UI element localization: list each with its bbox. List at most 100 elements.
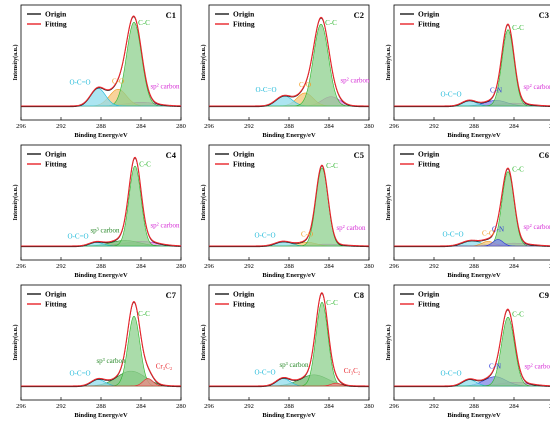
legend-label-fitting: Fitting: [233, 160, 255, 169]
component-label-sp2-carbon: sp² carbon: [150, 221, 180, 229]
component-label-cr3c2: Cr₃C₂: [344, 367, 361, 375]
y-axis-label: Intensity(a.u.): [12, 184, 19, 220]
x-tick-label: 288: [96, 403, 106, 410]
x-tick-label: 284: [324, 403, 335, 410]
x-tick-label: 284: [509, 263, 520, 270]
x-tick-label: 280: [176, 403, 186, 410]
fitting-curve: [394, 308, 550, 387]
legend-label-fitting: Fitting: [233, 300, 255, 309]
component-label-c-n: C-N: [489, 363, 501, 371]
legend-label-fitting: Fitting: [233, 20, 255, 29]
component-label-c-o: C-O: [112, 77, 124, 85]
panel-id-label: C6: [539, 150, 549, 160]
legend-label-origin: Origin: [418, 150, 440, 159]
panel-c2: 296 292 288 284 280 Binding Energy/eV Intensit…: [200, 4, 374, 139]
x-tick-label: 288: [284, 403, 294, 410]
y-axis-label: Intensity(a.u.): [12, 44, 19, 80]
x-tick-label: 292: [244, 263, 254, 270]
component-label-c-o: C-O: [301, 230, 313, 238]
plot-frame: [20, 144, 182, 261]
x-tick-label: 292: [56, 403, 66, 410]
panel-c1: 296 292 288 284 280 Binding Energy/eV Intensit…: [12, 4, 186, 139]
x-tick-label: 292: [244, 123, 254, 130]
x-axis-label: Binding Energy/eV: [447, 132, 501, 139]
x-tick-label: 280: [176, 123, 186, 130]
x-tick-label: 296: [389, 403, 400, 410]
x-tick-label: 292: [56, 263, 66, 270]
x-tick-label: 292: [429, 403, 439, 410]
x-axis-label: Binding Energy/eV: [447, 272, 501, 279]
legend-label-origin: Origin: [45, 150, 67, 159]
fitting-curve: [21, 156, 182, 247]
component-label-sp3-carbon: sp³ carbon: [96, 357, 126, 365]
y-axis-label: Intensity(a.u.): [200, 184, 207, 220]
panel-c8: 296 292 288 284 280 Binding Energy/eV Intensit…: [200, 284, 374, 419]
component-label-sp2-carbon: sp² carbon: [524, 362, 550, 370]
x-tick-label: 288: [96, 123, 106, 130]
origin-curve: [209, 165, 370, 248]
x-tick-label: 280: [364, 403, 374, 410]
component-label-sp2-carbon: sp² carbon: [340, 77, 370, 85]
origin-curve: [394, 309, 550, 388]
x-tick-label: 280: [176, 263, 186, 270]
panel-id-label: C3: [539, 10, 549, 20]
fitting-curve: [394, 23, 550, 107]
component-label-sp2-carbon: sp² carbon: [523, 83, 550, 91]
x-tick-label: 284: [324, 263, 335, 270]
component-label-c-n: C-N: [490, 86, 502, 94]
component-label-sp3-carbon: sp³ carbon: [90, 226, 120, 234]
legend-label-origin: Origin: [45, 290, 67, 299]
legend-label-fitting: Fitting: [418, 20, 440, 29]
legend-label-origin: Origin: [418, 10, 440, 19]
x-tick-label: 284: [509, 403, 520, 410]
y-axis-label: Intensity(a.u.): [200, 324, 207, 360]
legend-label-origin: Origin: [418, 290, 440, 299]
panel-id-label: C8: [354, 290, 364, 300]
legend-label-fitting: Fitting: [45, 20, 67, 29]
fitting-curve: [209, 16, 369, 107]
legend-label-origin: Origin: [233, 10, 255, 19]
x-tick-label: 284: [136, 123, 147, 130]
x-tick-label: 292: [56, 123, 66, 130]
legend-label-fitting: Fitting: [45, 160, 67, 169]
origin-curve: [21, 16, 182, 108]
origin-curve: [394, 168, 550, 248]
component-label-sp2-carbon: sp² carbon: [523, 223, 550, 231]
component-label-c-c: C-C: [138, 19, 150, 27]
panel-id-label: C1: [166, 10, 176, 20]
fitting-curve: [394, 167, 550, 247]
origin-curve: [394, 24, 550, 108]
x-tick-label: 296: [204, 403, 215, 410]
panel-c4: 296 292 288 284 280 Binding Energy/eV Intensit…: [12, 144, 186, 279]
panel-id-label: C9: [539, 290, 549, 300]
x-tick-label: 296: [16, 263, 27, 270]
x-tick-label: 284: [136, 263, 147, 270]
panel-id-label: C2: [354, 10, 364, 20]
x-tick-label: 288: [469, 263, 479, 270]
x-tick-label: 296: [16, 403, 27, 410]
legend-label-origin: Origin: [233, 150, 255, 159]
x-tick-label: 284: [509, 123, 520, 130]
component-label-sp3-carbon: sp³ carbon: [279, 361, 309, 369]
panel-id-label: C7: [166, 290, 177, 300]
fitting-curve: [209, 164, 370, 247]
x-tick-label: 292: [429, 123, 439, 130]
component-label-c-c: C-C: [139, 160, 151, 168]
origin-curve: [21, 157, 182, 248]
x-tick-label: 296: [16, 123, 27, 130]
component-label-cr3c2: Cr₃C₂: [156, 363, 173, 371]
y-axis-label: Intensity(a.u.): [200, 44, 207, 80]
legend-label-fitting: Fitting: [418, 160, 440, 169]
x-tick-label: 284: [136, 403, 147, 410]
x-axis-label: Binding Energy/eV: [262, 132, 316, 139]
y-axis-label: Intensity(a.u.): [12, 324, 19, 360]
panel-c5: 296 292 288 284 280 Binding Energy/eV Intensit…: [200, 144, 374, 279]
x-axis-label: Binding Energy/eV: [74, 272, 128, 279]
plot-frame: [208, 144, 370, 261]
legend-label-fitting: Fitting: [45, 300, 67, 309]
component-label-c-c: C-C: [512, 311, 524, 319]
component-label-c-c: C-C: [512, 166, 524, 174]
component-label-c-o: C-O: [482, 229, 494, 237]
